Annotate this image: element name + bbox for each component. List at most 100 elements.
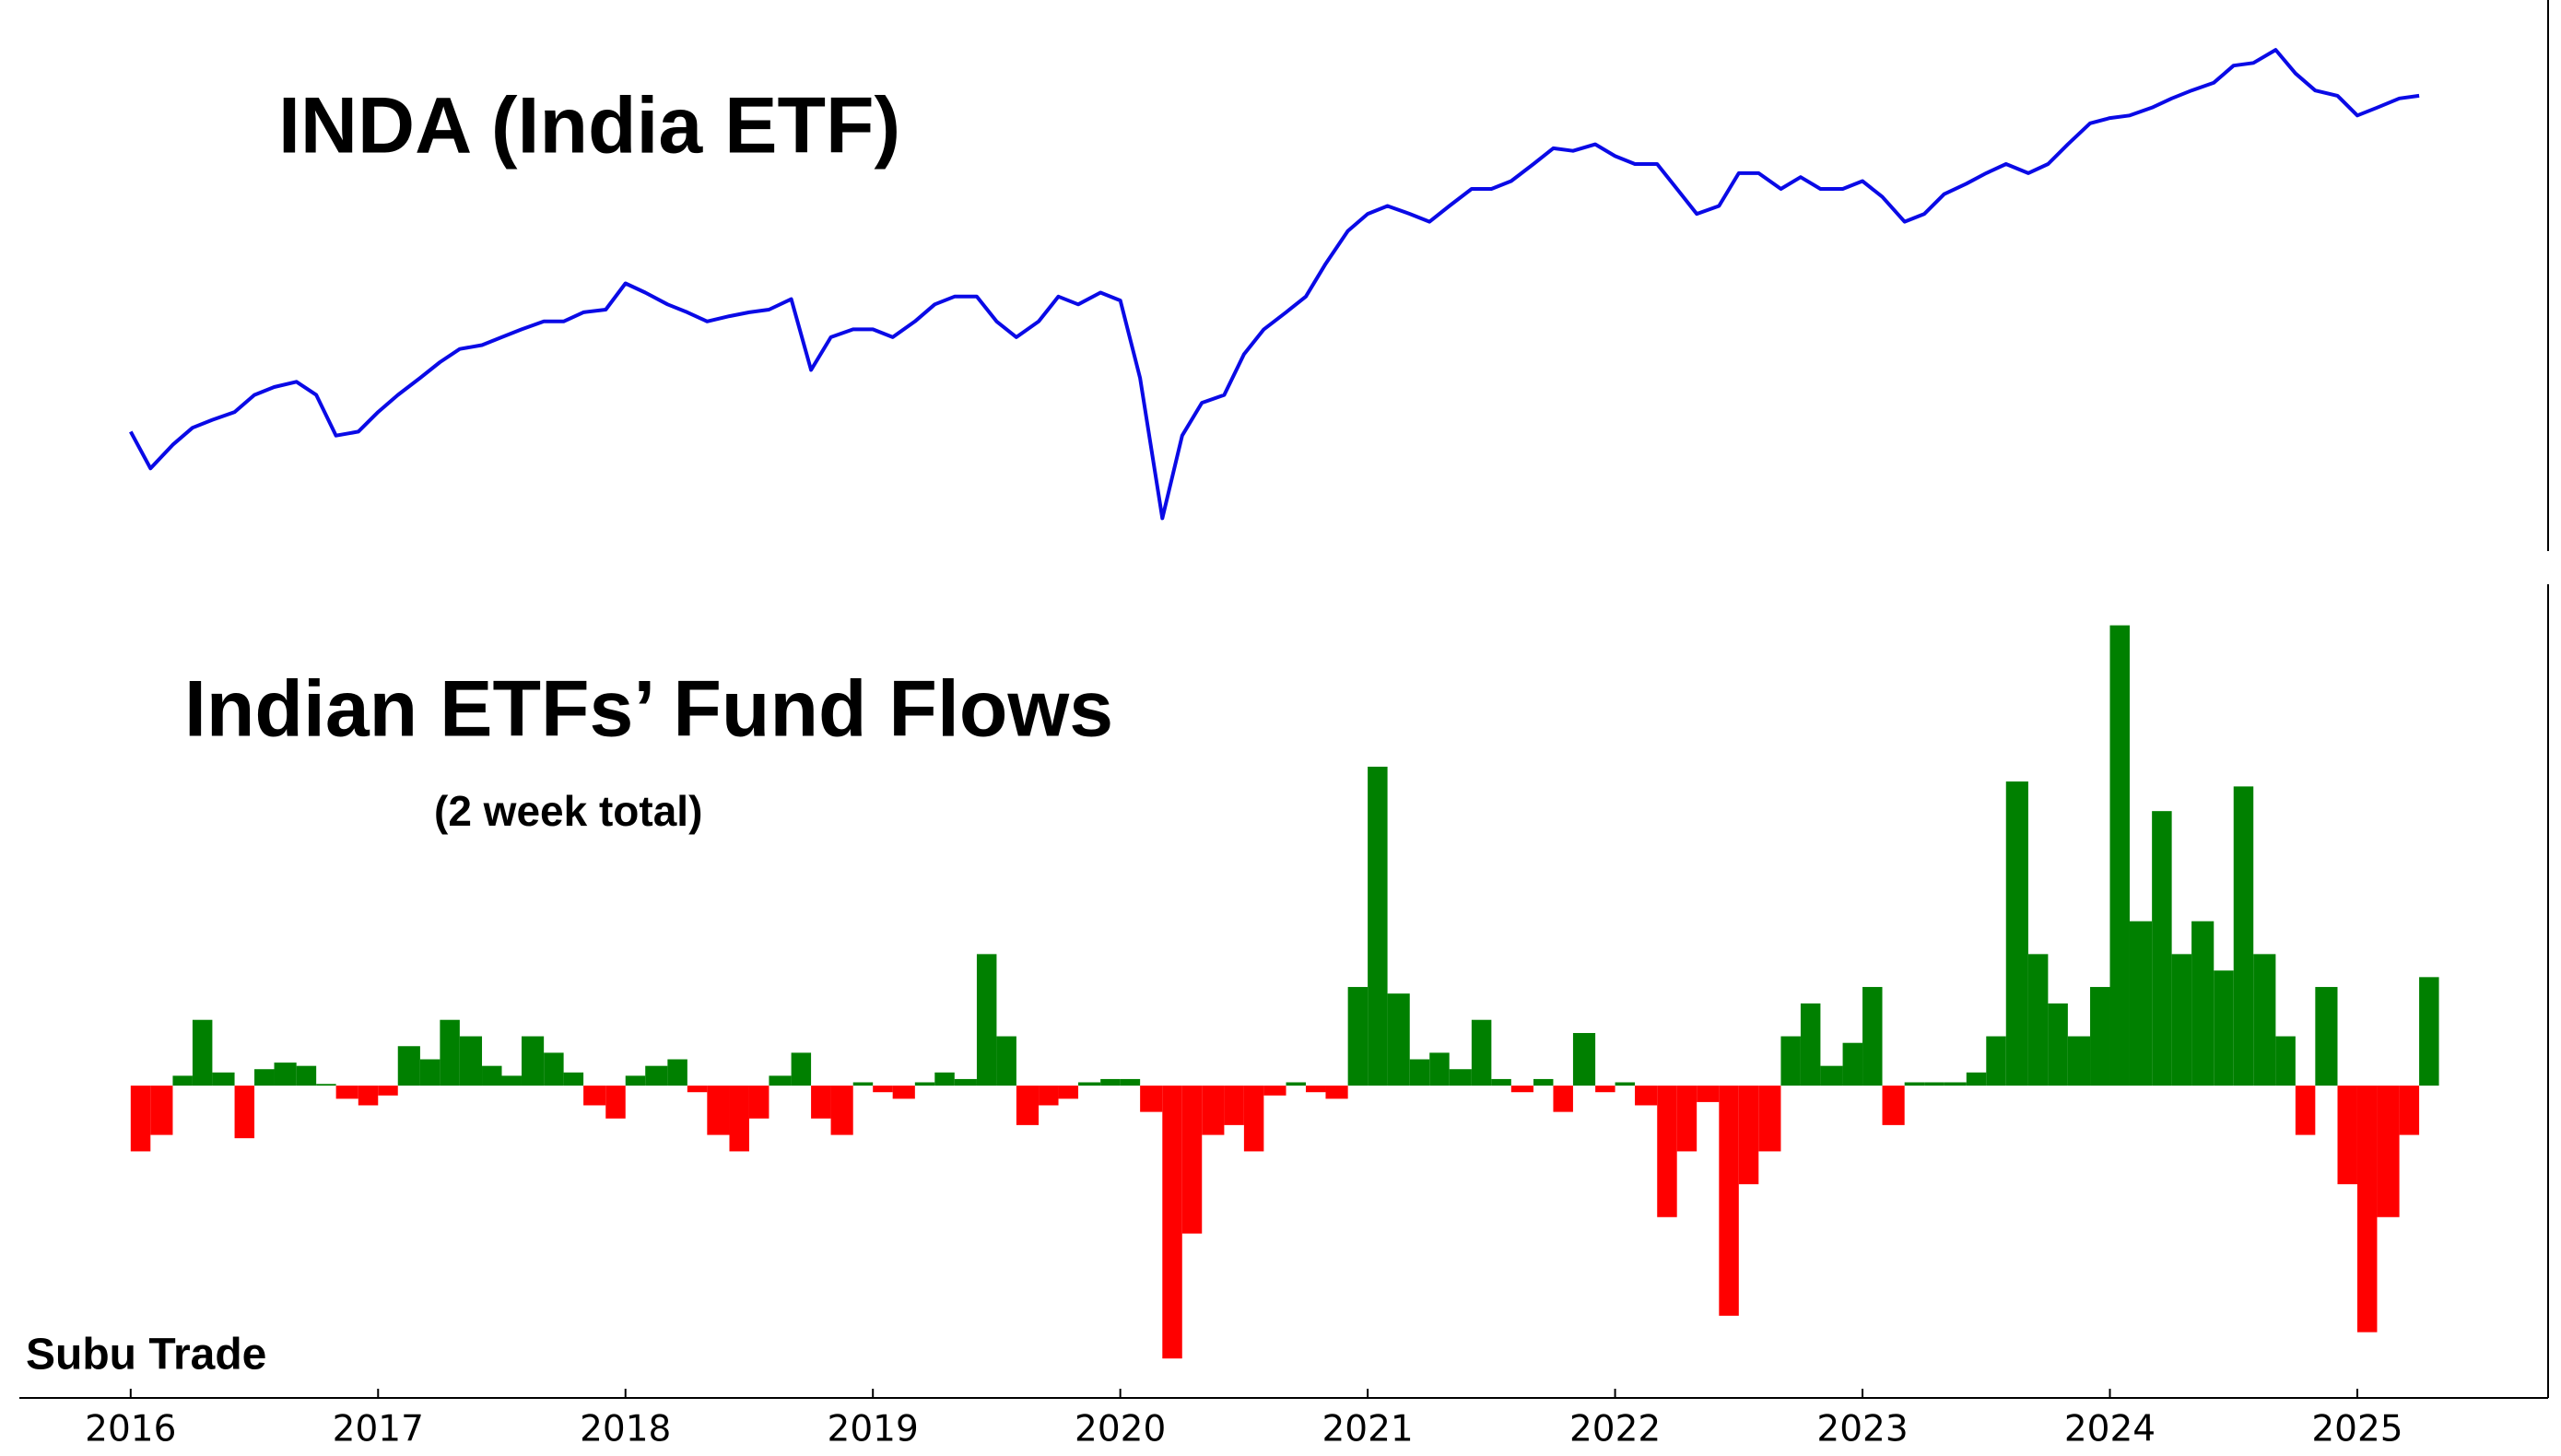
flow-bar (707, 1086, 730, 1135)
flow-bar (625, 1075, 646, 1086)
flow-bar (2419, 977, 2439, 1086)
flow-bar (1058, 1086, 1079, 1099)
flow-bar (1944, 1082, 1967, 1086)
flow-bar (521, 1036, 545, 1086)
flow-bar (583, 1086, 606, 1106)
flow-bar (1719, 1086, 1739, 1316)
flow-bar (687, 1086, 708, 1093)
flow-bar (2067, 1036, 2091, 1086)
flow-bar (2027, 954, 2049, 1086)
flow-bar (1924, 1082, 1944, 1086)
flow-bar (2152, 811, 2172, 1086)
x-tick-label: 2024 (2064, 1409, 2156, 1450)
flow-bar (130, 1086, 151, 1152)
flow-bar (976, 954, 997, 1086)
bottom-subtitle: (2 week total) (434, 787, 702, 835)
flow-bar (811, 1086, 831, 1119)
bottom-title: Indian ETFs’ Fund Flows (184, 665, 1113, 754)
flow-bar (2275, 1036, 2296, 1086)
x-tick-label: 2019 (828, 1409, 919, 1450)
flow-bar (1862, 987, 1883, 1086)
flow-bar (254, 1069, 275, 1086)
flow-bar (1078, 1082, 1101, 1086)
flow-bar (2214, 970, 2234, 1086)
flow-bar (1429, 1052, 1450, 1086)
flow-bar (852, 1082, 874, 1086)
flow-bar (769, 1075, 792, 1086)
flow-bar (1243, 1086, 1264, 1152)
flow-bar (2337, 1086, 2357, 1185)
flow-bar (748, 1086, 769, 1119)
flow-bar (2005, 781, 2028, 1086)
flow-bar (1800, 1003, 1821, 1086)
flow-bar (1572, 1032, 1596, 1086)
flow-bar (1409, 1059, 1430, 1086)
flow-bar (358, 1086, 379, 1106)
flow-bar (1325, 1086, 1348, 1099)
flow-bar (150, 1086, 173, 1135)
flow-bar (1780, 1036, 1801, 1086)
flow-bar (1263, 1086, 1286, 1096)
flow-bar (1347, 987, 1369, 1086)
flow-bar (1016, 1086, 1040, 1125)
flow-bar (2399, 1086, 2420, 1135)
x-tick-label: 2021 (1322, 1409, 1413, 1450)
flow-bar (2191, 921, 2214, 1086)
flow-bar (667, 1059, 687, 1086)
flow-bar (996, 1036, 1016, 1086)
flow-bar (1120, 1078, 1141, 1086)
flow-bar (316, 1084, 336, 1086)
x-tick-label: 2025 (2311, 1409, 2402, 1450)
flow-bar (830, 1086, 853, 1135)
flow-bar (1039, 1086, 1059, 1106)
flow-bar (605, 1086, 626, 1119)
flow-bar (296, 1065, 317, 1086)
flow-bar (2109, 625, 2130, 1086)
x-tick-label: 2016 (85, 1409, 176, 1450)
flow-bar (172, 1075, 193, 1086)
flow-bar (1368, 767, 1388, 1086)
flow-bar (645, 1065, 668, 1086)
x-tick-label: 2022 (1569, 1409, 1661, 1450)
x-tick-label: 2018 (580, 1409, 671, 1450)
flow-bar (1657, 1086, 1677, 1217)
flow-bar (501, 1075, 522, 1086)
flow-bar (1306, 1086, 1326, 1093)
flow-bar (2233, 786, 2254, 1086)
flow-bar (1595, 1086, 1615, 1093)
flow-bar (274, 1063, 297, 1086)
flow-bar (2356, 1086, 2378, 1333)
flow-bar (1986, 1036, 2006, 1086)
flow-bar (791, 1052, 812, 1086)
flow-bar (1553, 1086, 1573, 1112)
flow-bar (1181, 1086, 1203, 1234)
x-tick-label: 2020 (1075, 1409, 1166, 1450)
flow-bar (544, 1052, 564, 1086)
flow-bar (1676, 1086, 1698, 1152)
flow-bar (234, 1086, 255, 1139)
flow-bar (563, 1072, 584, 1086)
flow-bar (2048, 1003, 2068, 1086)
flow-bar (729, 1086, 749, 1152)
price-line (129, 48, 2420, 521)
flow-bar (1387, 993, 1410, 1086)
flow-bar (335, 1086, 358, 1099)
flow-bar (892, 1086, 915, 1099)
flow-bar (1286, 1082, 1307, 1086)
flow-bar (1510, 1086, 1533, 1093)
flow-bar (1882, 1086, 1905, 1125)
flow-bar (1697, 1086, 1720, 1102)
flow-bar (1842, 1042, 1863, 1086)
flow-bar (440, 1019, 460, 1086)
flow-bar (1224, 1086, 1244, 1125)
top-title: INDA (India ETF) (278, 82, 900, 170)
flow-bar (419, 1059, 441, 1086)
flow-bar (1738, 1086, 1759, 1185)
flow-bar (459, 1036, 483, 1086)
flow-bar (1904, 1082, 1925, 1086)
flow-bar (1449, 1069, 1472, 1086)
flow-bar (1533, 1078, 1554, 1086)
flow-bar (2090, 987, 2110, 1086)
